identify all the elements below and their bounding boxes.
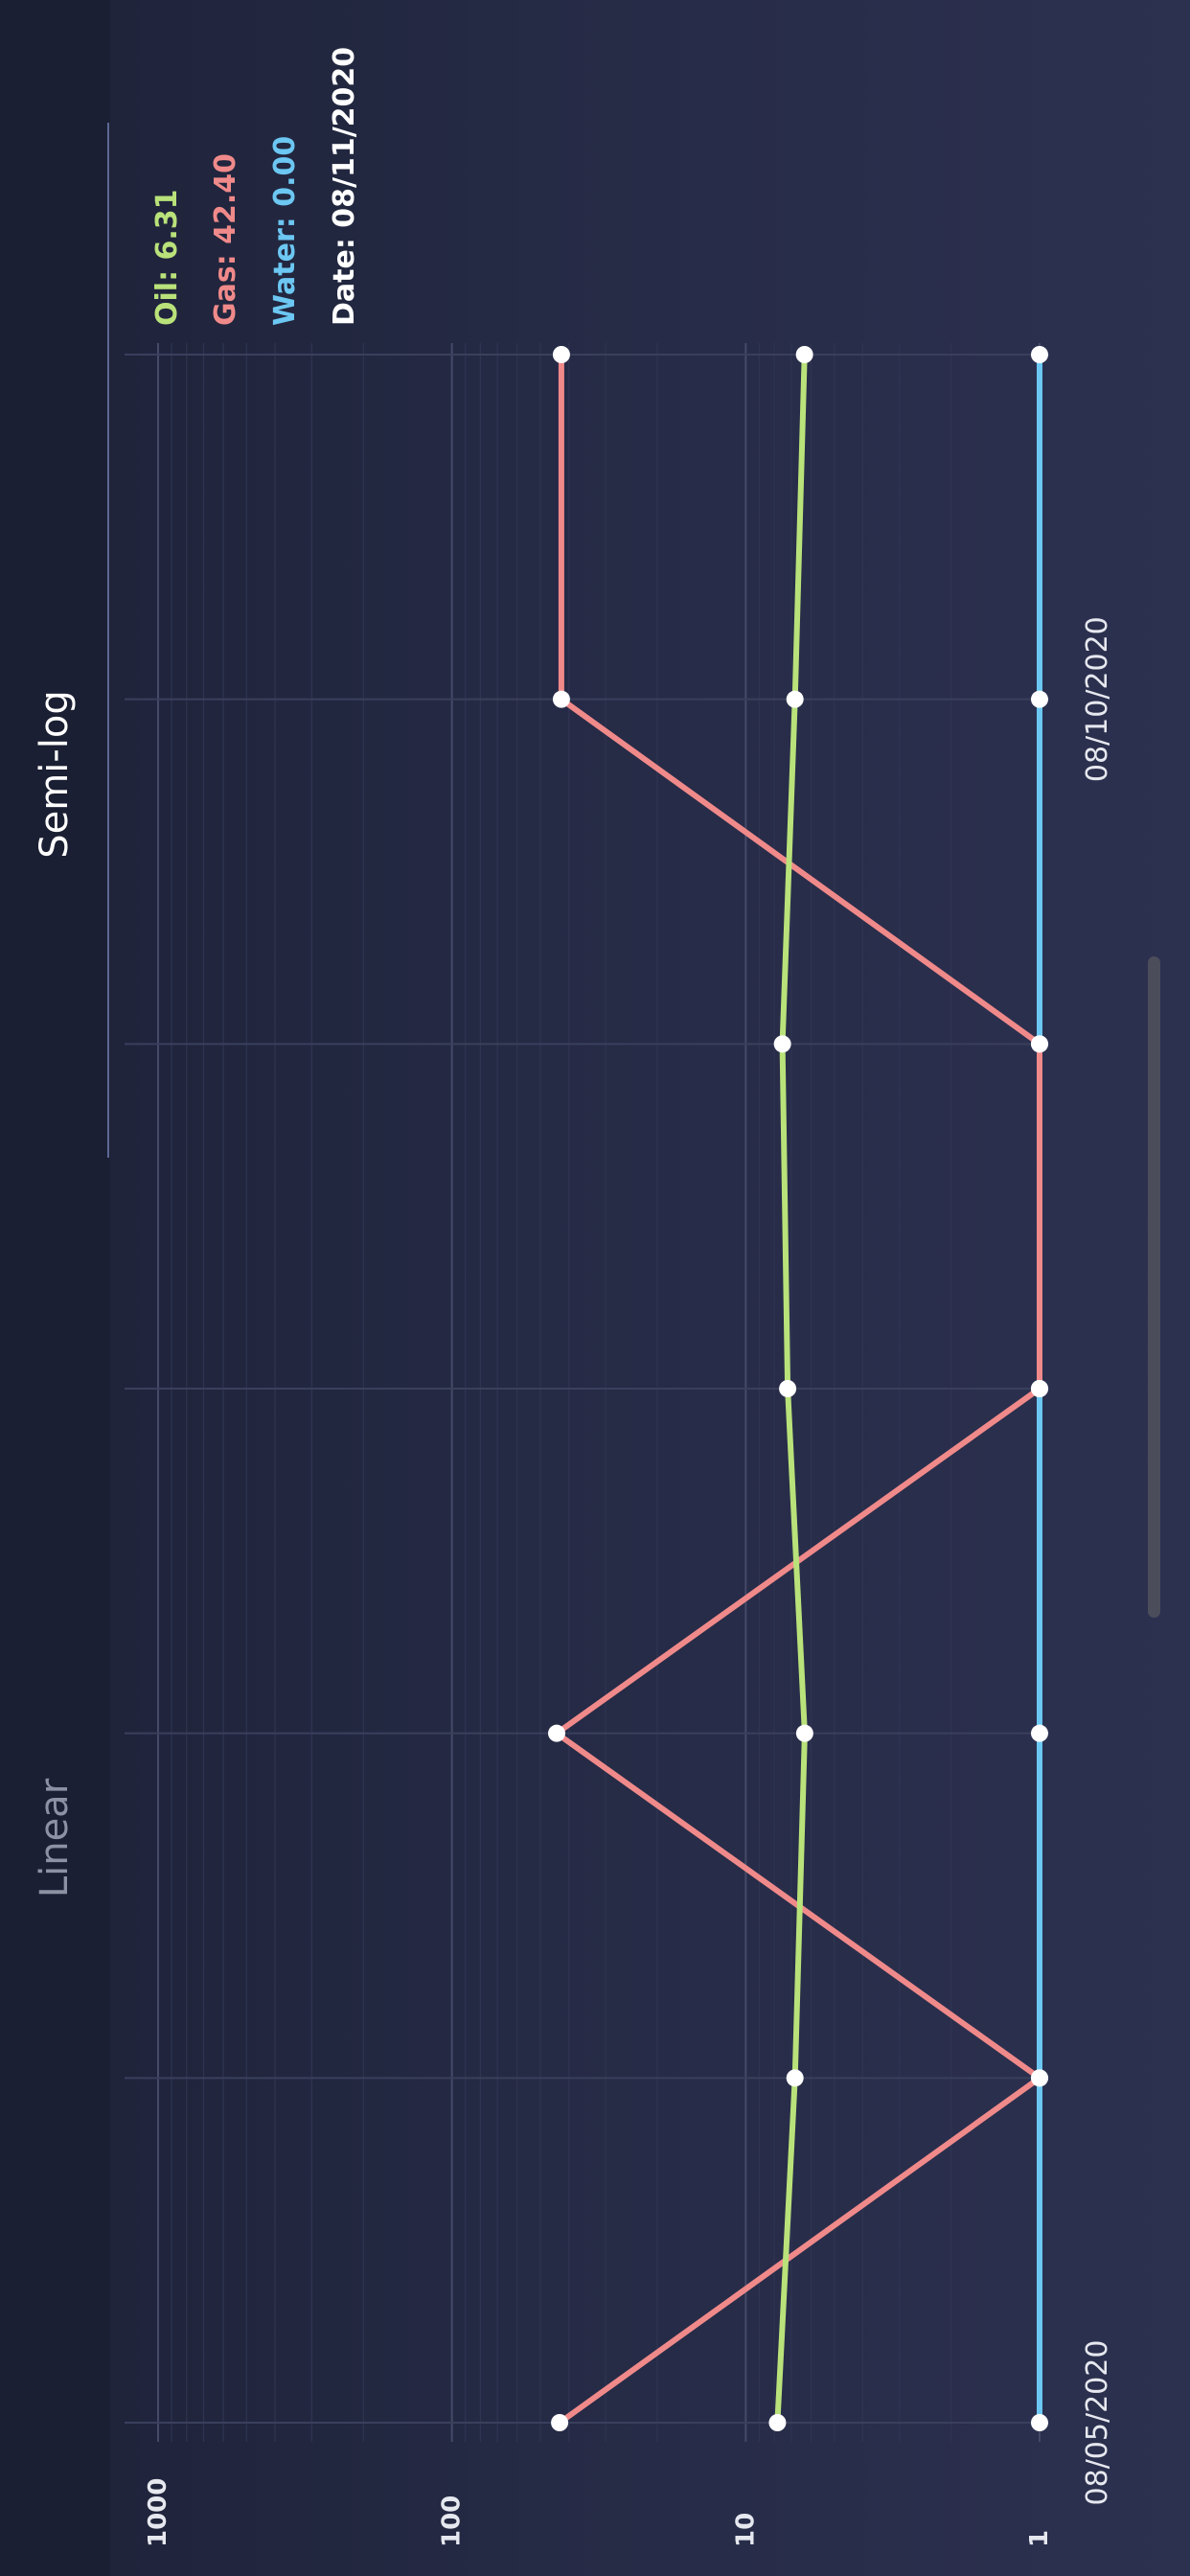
x-tick-label: 08/10/2020 xyxy=(1081,616,1114,782)
y-tick-label: 1000 xyxy=(144,2478,172,2547)
gas-data-point xyxy=(1031,2069,1048,2087)
water-data-point xyxy=(1031,690,1048,708)
oil-data-point xyxy=(773,1035,791,1053)
y-tick-label: 100 xyxy=(438,2496,467,2547)
oil-data-point xyxy=(779,1380,797,1397)
oil-data-point xyxy=(795,346,813,363)
gas-data-point xyxy=(1031,1380,1048,1397)
x-tick-label: 08/05/2020 xyxy=(1081,2340,1114,2506)
home-indicator xyxy=(1148,956,1160,1618)
water-data-point xyxy=(1031,2414,1048,2431)
y-tick-label: 10 xyxy=(731,2513,760,2547)
oil-data-point xyxy=(768,2414,787,2431)
water-data-point xyxy=(1031,1724,1048,1742)
gas-data-point xyxy=(548,1724,566,1742)
gas-data-point xyxy=(552,690,570,708)
y-tick-label: 1 xyxy=(1025,2530,1054,2547)
oil-data-point xyxy=(786,690,804,708)
gas-data-point xyxy=(552,346,570,363)
water-data-point xyxy=(1031,346,1048,363)
gas-data-point xyxy=(1031,1035,1048,1053)
gas-data-point xyxy=(551,2414,569,2431)
oil-data-point xyxy=(795,1724,813,1742)
oil-data-point xyxy=(786,2069,804,2087)
